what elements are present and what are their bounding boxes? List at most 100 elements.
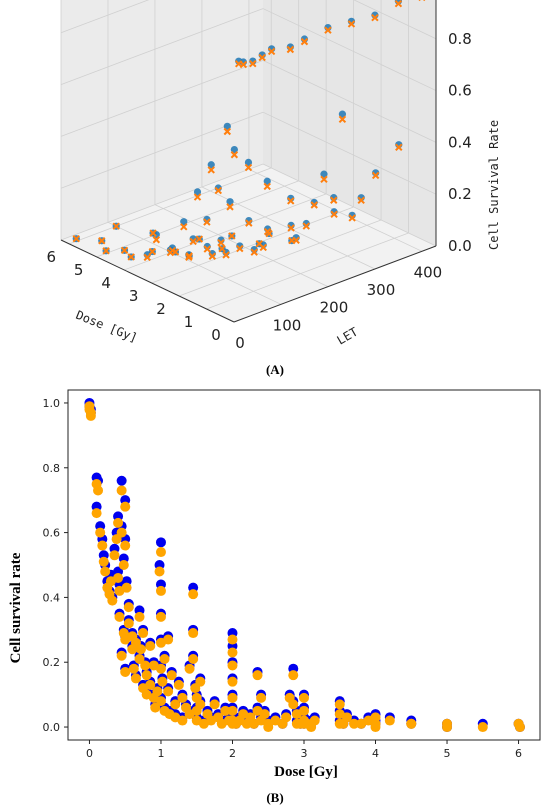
let-tick-label: 300 [367, 281, 396, 299]
panel-a-point-series2 [185, 252, 193, 260]
panel-b-point-series2 [188, 653, 199, 664]
y-tick-label: 1.0 [43, 397, 61, 410]
panel-b-point-series2 [166, 670, 177, 681]
floor-gridline [96, 180, 299, 258]
floor-gridline [151, 206, 354, 284]
panel-a-point-series2 [324, 26, 332, 34]
panel-b-points [84, 397, 525, 733]
panel-a-point-series2 [143, 253, 151, 262]
panel-b-point-series2 [91, 508, 102, 519]
panel-b-point-series2 [155, 547, 166, 558]
panel-a-point-series2 [195, 235, 204, 243]
panel-b-point-series2 [188, 589, 199, 600]
panel-b-point-series2 [113, 517, 124, 528]
panel-a-point-series2 [255, 240, 264, 248]
wall-gridline [262, 8, 437, 91]
dose-tick-label: 6 [46, 248, 56, 266]
panel-b-point-series2 [123, 618, 134, 629]
panel-a-point-series1 [193, 188, 202, 196]
panel-a-point-series2 [394, 0, 403, 8]
panel-b-point-series2 [155, 696, 166, 707]
panel-b-point-series2 [100, 566, 111, 577]
panel-b-point-series2 [140, 660, 151, 671]
panel-a-point-series2 [288, 236, 296, 245]
y-tick-label: 0.0 [43, 721, 61, 734]
panel-b-point-series2 [134, 611, 145, 622]
z-tick-label: 0.4 [448, 133, 472, 151]
panel-a-point-series1 [226, 198, 234, 206]
floor-gridline [69, 167, 272, 245]
z-tick-label: 0.8 [448, 30, 472, 48]
panel-a-point-series2 [286, 45, 295, 54]
panel-a-point-series2 [230, 151, 239, 159]
panel-a-point-series2 [180, 223, 188, 231]
panel-a-point-series2 [207, 166, 215, 174]
panel-b-point-series2 [184, 663, 195, 674]
panel-b-point-series2 [113, 572, 124, 583]
dose-tick-label: 5 [74, 261, 84, 279]
x-tick-label: 1 [157, 747, 164, 760]
panel-b-point-series2 [154, 566, 165, 577]
panel-b-point-series2 [177, 692, 188, 703]
let-axis-line [233, 245, 437, 323]
panel-a-point-series2 [249, 59, 257, 68]
x-tick-label: 5 [444, 747, 451, 760]
panel-a-point-series2 [267, 47, 276, 56]
panel-a-point-series2 [171, 248, 180, 256]
panel-a-point-series2 [263, 182, 271, 191]
panel-b-point-series2 [159, 653, 170, 664]
panel-a-point-series2 [218, 244, 226, 253]
y-tick-label: 0.6 [43, 527, 61, 540]
panel-b-point-series1 [155, 537, 166, 548]
panel-b-point-series2 [150, 702, 161, 713]
wall-gridline [60, 8, 264, 85]
panel-a-points [72, 0, 426, 262]
floor-gridline [107, 221, 282, 305]
panel-b-point-series2 [145, 679, 156, 690]
panel-b-point-series2 [384, 715, 395, 726]
panel-b-point-series2 [120, 540, 131, 551]
panel-b-point-series2 [152, 686, 163, 697]
panel-a-point-series2 [72, 234, 80, 243]
panel-a-point-series2 [330, 196, 338, 204]
panel-a-point-series2 [193, 193, 202, 201]
dose-tick-label: 3 [129, 287, 139, 305]
panel-b-point-series2 [227, 647, 238, 658]
panel-b-point-series2 [155, 663, 166, 674]
panel-a-point-series2 [258, 53, 266, 62]
panel-a-point-series2 [98, 237, 106, 245]
panel-b-point-series2 [370, 722, 381, 733]
panel-a-grid [60, 0, 437, 323]
panel-b-point-series2 [188, 628, 199, 639]
panel-a-point-series2 [395, 143, 403, 152]
panel-b-point-series2 [120, 666, 131, 677]
panel-a-point-series2 [287, 197, 295, 205]
panel-a-point-series2 [102, 247, 110, 255]
panel-b-point-series2 [163, 634, 174, 645]
panel-b-point-series2 [220, 705, 231, 716]
z-tick-label: 0.2 [448, 185, 472, 203]
panel-b-point-series2 [173, 679, 184, 690]
panel-b-point-series2 [334, 699, 345, 710]
panel-a-point-series2 [208, 252, 217, 260]
panel-b-point-series2 [170, 699, 181, 710]
panel-a-point-series1 [320, 170, 328, 178]
panel-a-ylabel: LET [335, 325, 361, 348]
panel-b-point-series2 [406, 718, 417, 729]
panel-b-point-series2 [123, 602, 134, 613]
panel-a-point-series2 [189, 237, 197, 246]
panel-b-point-series2 [227, 692, 238, 703]
panel-b-point-series2 [299, 705, 309, 716]
panel-a-point-series2 [302, 222, 310, 230]
panel-b-point-series2 [157, 676, 168, 687]
panel-b-xlabel: Dose [Gy] [274, 764, 338, 780]
panel-b-point-series2 [97, 540, 108, 551]
panel-a-point-series2 [265, 229, 273, 238]
panel-b-point-series2 [227, 676, 238, 687]
panel-b-point-series2 [107, 595, 118, 606]
floor-gridline [124, 193, 327, 271]
panel-a-point-series2 [223, 127, 232, 136]
panel-b-point-series2 [98, 556, 109, 567]
panel-b-point-series2 [85, 410, 96, 421]
